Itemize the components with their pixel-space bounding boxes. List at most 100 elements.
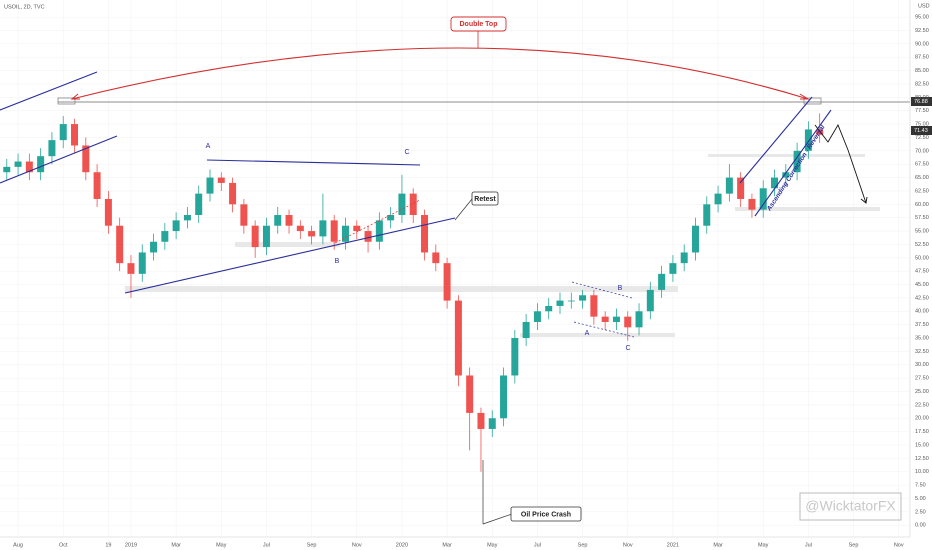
candle-body — [398, 193, 406, 216]
candle-body — [646, 289, 654, 312]
y-tick-label: 62.50 — [915, 188, 929, 194]
candle-body — [669, 263, 677, 274]
candle-body — [601, 316, 609, 322]
y-tick-label: 10.00 — [915, 469, 929, 475]
candle-body — [161, 231, 169, 242]
candle-body — [229, 182, 237, 205]
y-tick-label: 50.00 — [915, 255, 929, 261]
candle-body — [93, 172, 101, 199]
x-tick-label: Nov — [352, 542, 362, 548]
candle-body — [432, 252, 440, 264]
candle-body — [71, 124, 79, 146]
candle-body — [737, 177, 745, 199]
candle-body — [816, 129, 824, 135]
candle-body — [556, 300, 564, 306]
y-tick-label: 7.50 — [915, 483, 926, 489]
y-tick-label: 75.00 — [915, 122, 929, 128]
candle-body — [590, 295, 598, 317]
y-tick-label: 70.00 — [915, 148, 929, 154]
candle-body — [3, 166, 11, 173]
y-tick-label: 80.00 — [915, 95, 929, 101]
candle-body — [658, 273, 666, 290]
wave-label: B — [335, 258, 340, 265]
candle-body — [759, 188, 767, 210]
candle-body — [748, 198, 756, 210]
x-tick-label: Mar — [713, 542, 723, 548]
candle-body — [319, 220, 327, 237]
drawings — [0, 0, 932, 538]
y-tick-label: 90.00 — [915, 41, 929, 47]
x-tick-label: Jul — [805, 542, 812, 548]
y-tick-label: 52.50 — [915, 242, 929, 248]
wave-label: C — [625, 345, 630, 352]
x-tick-label: Mar — [442, 542, 452, 548]
candle-body — [206, 177, 214, 194]
candle-body — [364, 231, 372, 242]
candle-body — [330, 220, 338, 242]
x-tick-label: May — [216, 542, 227, 548]
candle-body — [533, 311, 541, 322]
candle-body — [454, 300, 462, 376]
candles — [3, 113, 824, 472]
x-tick-label: Sep — [307, 542, 317, 548]
candle-body — [545, 305, 553, 312]
candle-body — [262, 225, 270, 248]
candle-body — [82, 145, 90, 173]
candle-body — [771, 177, 779, 189]
y-tick-label: 57.50 — [915, 215, 929, 221]
x-tick-label: 2021 — [667, 542, 679, 548]
x-tick-label: Jul — [263, 542, 270, 548]
candle-body — [567, 300, 575, 302]
wave-label: B — [618, 285, 623, 292]
candle-body — [240, 204, 248, 226]
y-tick-label: 2.50 — [915, 509, 926, 515]
x-tick-label: Oct — [59, 542, 68, 548]
y-tick-label: 0.00 — [915, 523, 926, 529]
y-tick-label: 55.00 — [915, 229, 929, 235]
crash-label: Oil Price Crash — [521, 511, 571, 518]
candle-body — [116, 225, 124, 264]
candle-body — [804, 129, 812, 151]
candle-body — [59, 124, 67, 141]
candle-body — [466, 375, 474, 413]
candle-body — [421, 215, 429, 253]
y-tick-label: 40.00 — [915, 309, 929, 315]
candle-body — [635, 311, 643, 328]
wave-label: C — [404, 149, 409, 156]
candle-body — [793, 150, 801, 173]
candle-body — [725, 177, 733, 194]
x-tick-label: Nov — [894, 542, 904, 548]
y-tick-label: 72.50 — [915, 135, 929, 141]
support-zones — [125, 154, 880, 337]
wave-label: A — [585, 330, 590, 337]
candle-body — [624, 316, 632, 328]
x-tick-label: Jul — [534, 542, 541, 548]
y-tick-label: 25.00 — [915, 389, 929, 395]
y-tick-label: 92.50 — [915, 28, 929, 34]
y-tick-label: 67.50 — [915, 162, 929, 168]
y-tick-label: 42.50 — [915, 295, 929, 301]
y-tick-label: 65.00 — [915, 175, 929, 181]
y-tick-label: 85.00 — [915, 68, 929, 74]
y-tick-label: 95.00 — [915, 15, 929, 21]
candle-body — [511, 338, 519, 376]
candle-body — [48, 140, 56, 157]
y-tick-label: 12.50 — [915, 456, 929, 462]
x-tick-label: 2020 — [396, 542, 408, 548]
currency: USD — [918, 3, 930, 9]
candle-body — [522, 321, 530, 339]
y-tick-label: 45.00 — [915, 282, 929, 288]
candle-body — [195, 193, 203, 216]
retest-label: Retest — [474, 196, 496, 203]
candle-body — [387, 215, 395, 221]
candle-body — [37, 156, 45, 173]
candle-body — [25, 161, 33, 173]
candle-body — [127, 263, 135, 274]
wave-label: A — [206, 143, 211, 150]
candle-body — [150, 241, 158, 253]
candle-body — [183, 215, 191, 221]
candle-body — [341, 225, 349, 242]
candle-body — [138, 252, 146, 274]
candle-body — [612, 316, 620, 322]
